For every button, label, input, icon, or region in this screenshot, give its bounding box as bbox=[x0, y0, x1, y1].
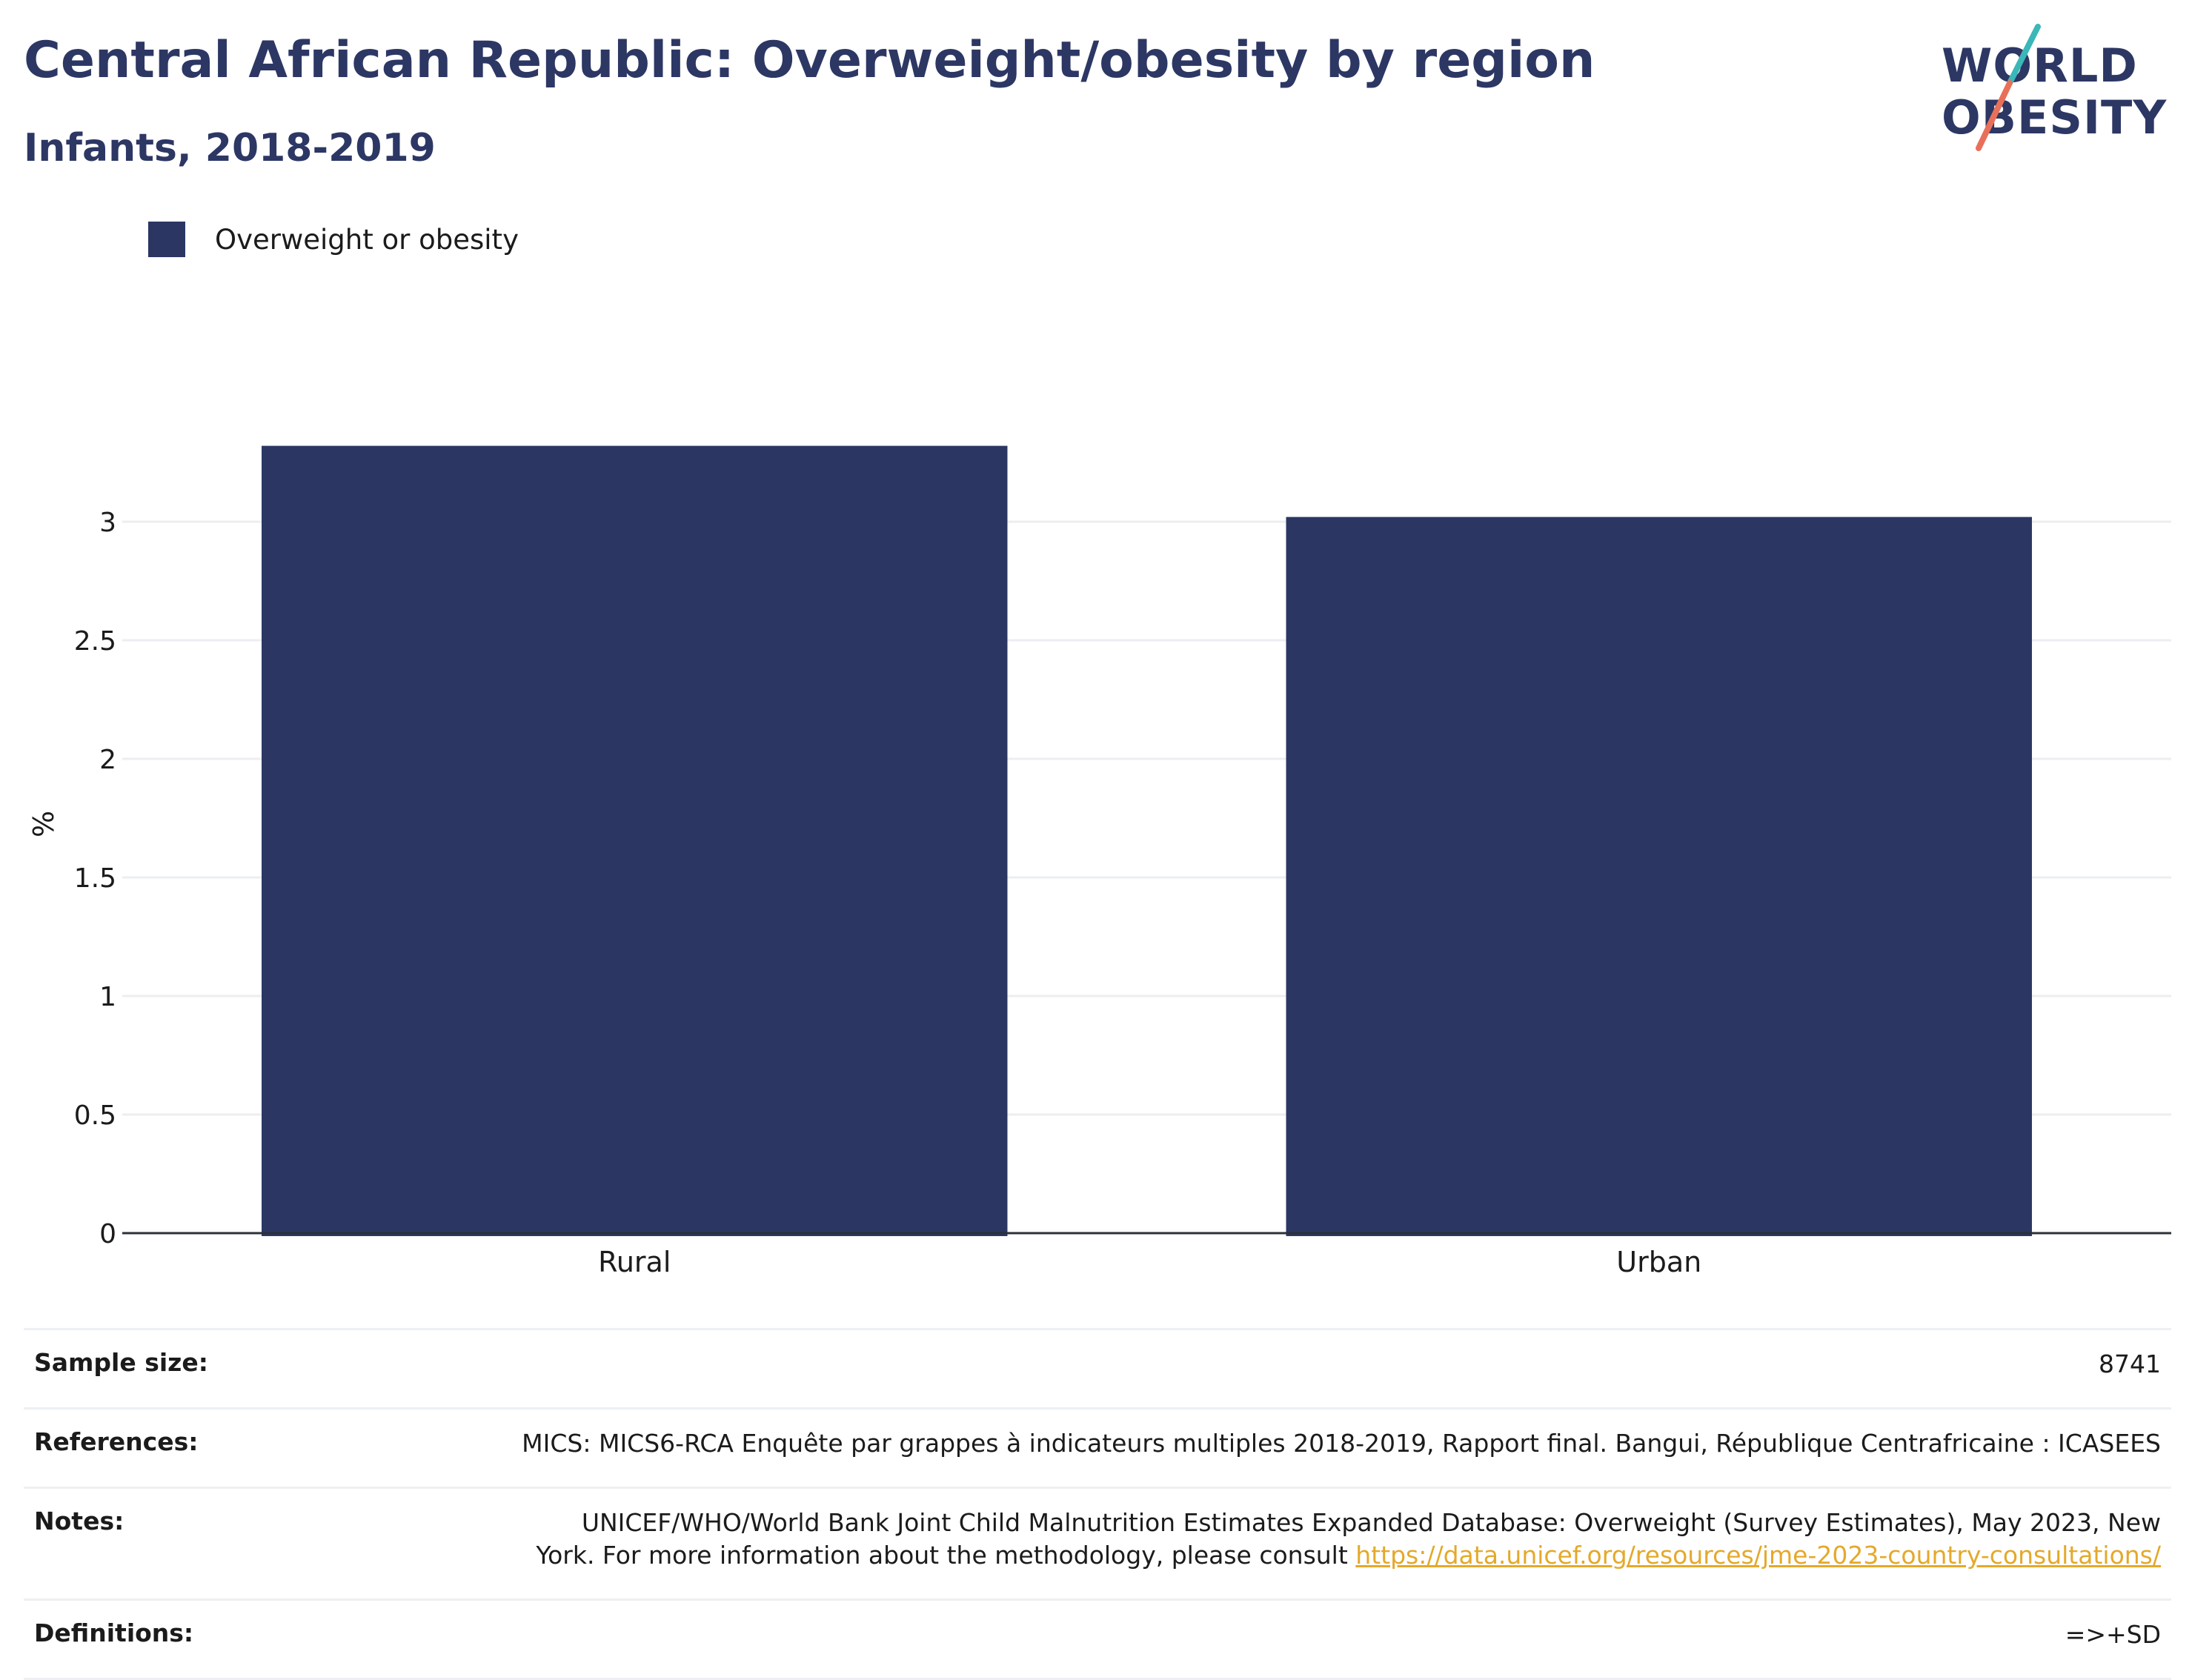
chart-title: Central African Republic: Overweight/obe… bbox=[24, 31, 1595, 90]
y-tick-label: 1.5 bbox=[74, 863, 116, 894]
references-row: References: MICS: MICS6-RCA Enquête par … bbox=[24, 1407, 2171, 1488]
legend[interactable]: Overweight or obesity bbox=[148, 221, 519, 258]
chart-subtitle: Infants, 2018-2019 bbox=[24, 126, 436, 170]
y-axis-label: % bbox=[27, 811, 60, 837]
y-tick-label: 0 bbox=[99, 1219, 116, 1249]
y-tick-label: 0.5 bbox=[74, 1100, 116, 1131]
notes-row: Notes: UNICEF/WHO/World Bank Joint Child… bbox=[24, 1487, 2171, 1600]
definitions-row: Definitions: =>+SD bbox=[24, 1598, 2171, 1680]
definitions-value: =>+SD bbox=[237, 1598, 2171, 1680]
bar-chart: 0 0.5 1 1.5 2 2.5 3% Rural Urban bbox=[27, 445, 2171, 1278]
x-tick-label: Rural bbox=[598, 1246, 671, 1278]
logo-word-world: WORLD bbox=[1942, 39, 2138, 93]
legend-swatch bbox=[148, 222, 185, 257]
y-tick-label: 1 bbox=[99, 982, 116, 1012]
world-obesity-logo: WORLD OBESITY bbox=[1942, 24, 2167, 151]
references-value: MICS: MICS6-RCA Enquête par grappes à in… bbox=[237, 1407, 2171, 1488]
notes-value: UNICEF/WHO/World Bank Joint Child Malnut… bbox=[237, 1487, 2171, 1600]
notes-line-1: UNICEF/WHO/World Bank Joint Child Malnut… bbox=[581, 1508, 2161, 1537]
bar-urban bbox=[1286, 517, 2032, 1236]
notes-label: Notes: bbox=[24, 1487, 237, 1600]
sample-size-label: Sample size: bbox=[24, 1328, 237, 1409]
y-tick-label: 2.5 bbox=[74, 626, 116, 657]
logo-slash-coral bbox=[1976, 80, 2013, 151]
bar-rural bbox=[262, 445, 1008, 1236]
sample-size-value: 8741 bbox=[237, 1328, 2171, 1409]
y-tick-label: 3 bbox=[99, 508, 116, 538]
info-table: Sample size: 8741 References: MICS: MICS… bbox=[24, 1328, 2171, 1680]
y-tick-label: 2 bbox=[99, 745, 116, 775]
references-label: References: bbox=[24, 1407, 237, 1488]
notes-link[interactable]: https://data.unicef.org/resources/jme-20… bbox=[1355, 1541, 2161, 1570]
logo-word-obesity: OBESITY bbox=[1942, 90, 2167, 145]
x-tick-label: Urban bbox=[1616, 1246, 1701, 1278]
logo-slash-teal bbox=[2007, 24, 2041, 86]
sample-size-row: Sample size: 8741 bbox=[24, 1328, 2171, 1409]
notes-line-2: York. For more information about the met… bbox=[536, 1541, 1348, 1570]
legend-label: Overweight or obesity bbox=[215, 223, 519, 256]
definitions-label: Definitions: bbox=[24, 1598, 237, 1680]
